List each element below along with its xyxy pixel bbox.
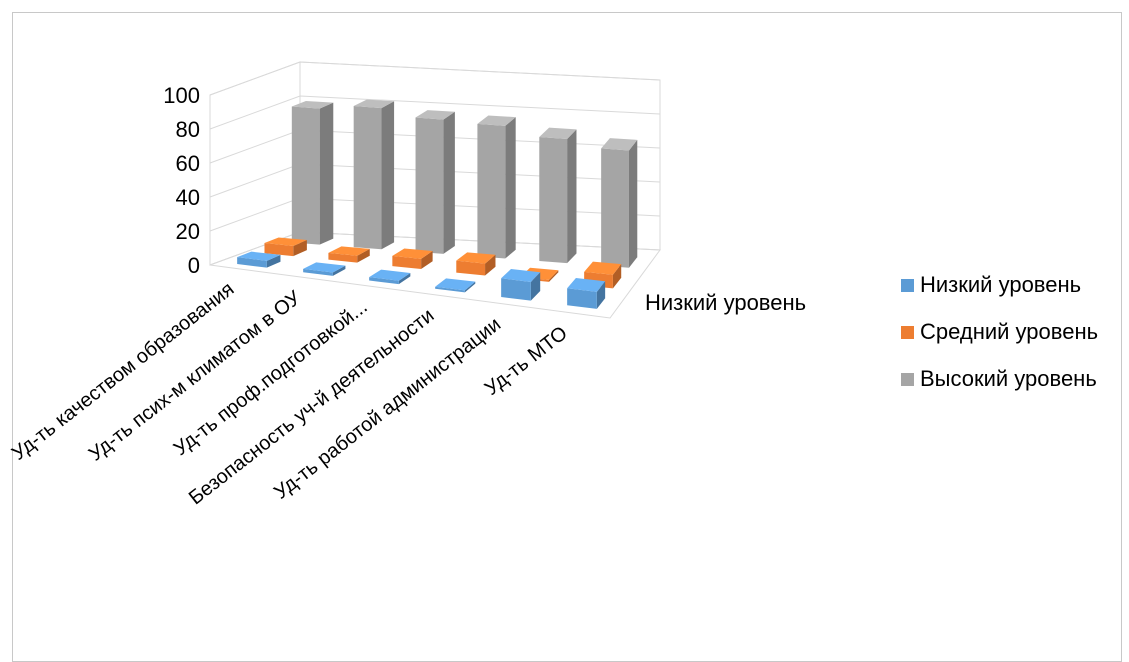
bar-front xyxy=(456,260,486,276)
bar-mid-2 xyxy=(392,248,433,270)
y-tick-label: 20 xyxy=(176,219,200,244)
bar-side xyxy=(266,254,281,268)
bar-front xyxy=(353,106,382,250)
bar-side xyxy=(381,101,395,250)
legend-label: Низкий уровень xyxy=(920,272,1081,297)
bar-side xyxy=(485,254,496,276)
y-tick-label: 80 xyxy=(176,117,200,142)
y-tick-label: 60 xyxy=(176,151,200,176)
bar-high-3 xyxy=(477,115,516,259)
bar-front xyxy=(369,277,399,285)
legend-label: Средний уровень xyxy=(920,319,1098,344)
bar-top xyxy=(328,246,370,256)
bar-high-5 xyxy=(601,138,638,268)
bar-mid-3 xyxy=(456,252,496,276)
legend: Низкий уровень Средний уровень Высокий уро… xyxy=(901,272,1098,391)
chart-bars xyxy=(237,99,638,309)
legend-swatch xyxy=(901,373,914,386)
bar-front xyxy=(237,257,267,268)
y-tick-label: 0 xyxy=(188,253,200,278)
bar-side xyxy=(357,248,370,263)
bar-top xyxy=(567,278,606,292)
bar-top xyxy=(237,251,281,261)
bar-front xyxy=(328,252,358,263)
bar-top xyxy=(369,269,411,281)
bar-side xyxy=(628,139,638,268)
bar-side xyxy=(398,272,411,285)
bar-front xyxy=(303,268,333,276)
bar-mid-1 xyxy=(328,246,370,263)
bar-front xyxy=(601,148,629,268)
bar-top xyxy=(291,100,334,109)
bar-side xyxy=(443,111,455,254)
bar-top xyxy=(392,248,433,259)
bar-side xyxy=(421,251,433,270)
legend-label: Высокий уровень xyxy=(920,366,1097,391)
bar-side xyxy=(567,129,577,264)
bar-top xyxy=(415,110,455,120)
legend-swatch xyxy=(901,326,914,339)
bar-side xyxy=(530,272,541,301)
bar-top xyxy=(501,268,541,282)
bar-top xyxy=(477,115,516,126)
bar-side xyxy=(319,102,334,245)
bar-side xyxy=(505,117,516,259)
bar-front xyxy=(567,288,597,309)
gridline xyxy=(209,61,661,96)
bar-side xyxy=(548,270,559,282)
bar-side xyxy=(612,264,622,289)
gridline xyxy=(209,95,661,130)
y-tick-label: 40 xyxy=(176,185,200,210)
y-tick-label: 100 xyxy=(163,83,200,108)
bar-mid-0 xyxy=(264,237,307,257)
bar-front xyxy=(291,106,320,245)
bar-front xyxy=(415,117,444,254)
bar-side xyxy=(332,265,346,276)
legend-swatch xyxy=(901,279,914,292)
bar-side xyxy=(293,239,307,257)
legend-item: Низкий уровень xyxy=(901,272,1081,297)
bar-side xyxy=(596,281,606,309)
bar-high-0 xyxy=(291,100,334,245)
bar-front xyxy=(501,278,531,301)
bar-high-4 xyxy=(539,127,577,264)
bar-low-4 xyxy=(501,268,541,301)
bar-front xyxy=(392,255,422,270)
bar-top xyxy=(303,262,346,273)
bar-top xyxy=(601,138,638,151)
bar-top xyxy=(264,237,307,246)
bar-low-1 xyxy=(303,262,346,276)
bar-front xyxy=(435,286,465,293)
bar-low-0 xyxy=(237,251,281,268)
depth-axis-label: Низкий уровень xyxy=(645,290,806,315)
bar-front xyxy=(539,136,568,264)
bar-top xyxy=(435,278,476,291)
legend-item: Высокий уровень xyxy=(901,366,1097,391)
bar-top xyxy=(584,261,622,275)
bar-high-1 xyxy=(353,99,395,250)
bar-top xyxy=(353,99,395,109)
legend-item: Средний уровень xyxy=(901,319,1098,344)
bar-high-2 xyxy=(415,110,455,254)
bar-low-5 xyxy=(567,278,606,309)
y-axis-ticks: 0 20 40 60 80 100 xyxy=(163,83,200,278)
bar-front xyxy=(477,123,506,259)
bar-top xyxy=(456,252,496,264)
bar-low-3 xyxy=(435,278,476,293)
bar-side xyxy=(464,281,476,293)
bar-top xyxy=(539,127,577,140)
bar-front xyxy=(264,243,294,257)
left-wall xyxy=(209,61,301,266)
bar-low-2 xyxy=(369,269,411,285)
